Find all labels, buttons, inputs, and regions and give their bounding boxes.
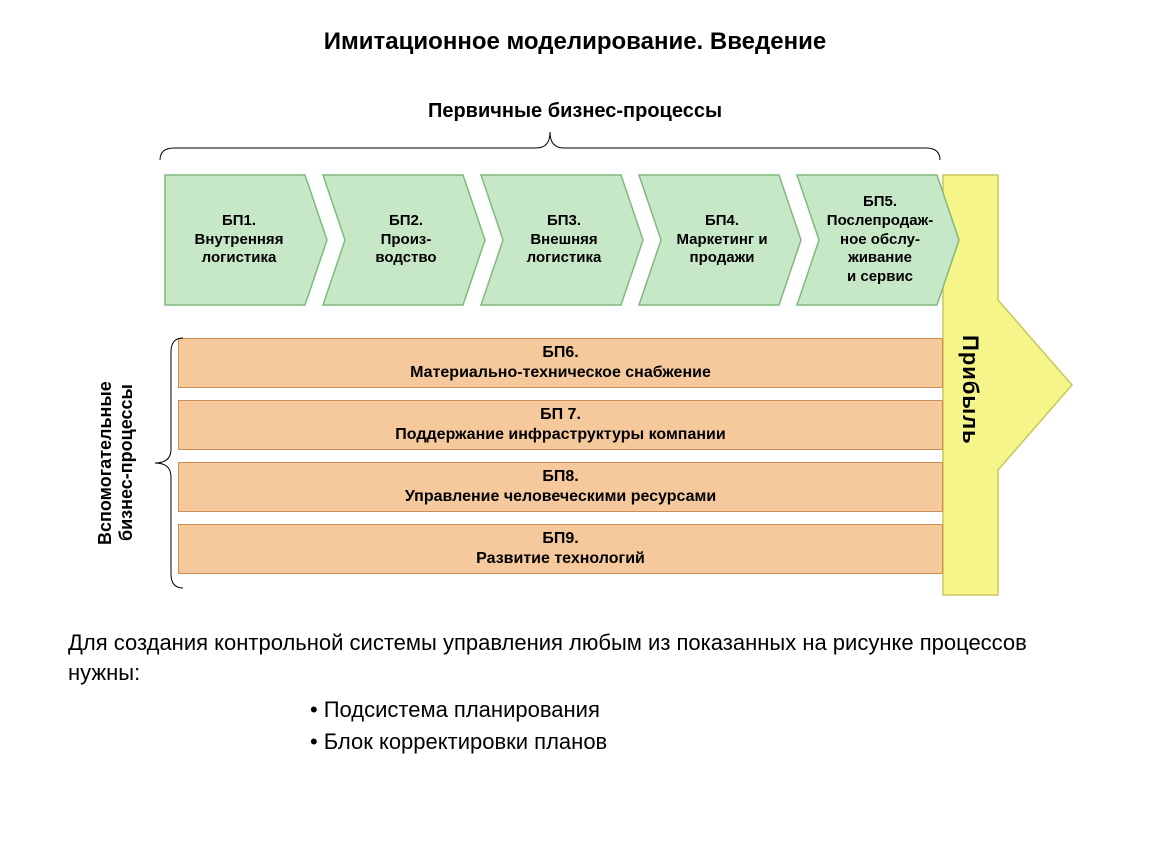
primary-chevron-label: БП2.Произ-водство: [347, 175, 465, 305]
support-bar: БП6.Материально-техническое снабжение: [178, 338, 943, 388]
support-bar-code: БП8.: [542, 467, 578, 487]
support-bar-code: БП6.: [542, 343, 578, 363]
support-bar: БП 7.Поддержание инфраструктуры компании: [178, 400, 943, 450]
left-bracket-icon: [155, 338, 189, 588]
support-bar-label: Управление человеческими ресурсами: [405, 487, 716, 507]
description-paragraph: Для создания контрольной системы управле…: [68, 628, 1078, 687]
primary-chevron: БП1.Внутренняя логистика: [165, 175, 327, 305]
primary-chevron-label: БП3.Внешняялогистика: [505, 175, 623, 305]
primary-chevron: БП5.Послепродаж-ное обслу-живаниеи серви…: [797, 175, 959, 305]
support-bar-label: Поддержание инфраструктуры компании: [395, 425, 725, 445]
primary-chevron-label: БП1.Внутренняя логистика: [171, 175, 307, 305]
support-bar-label: Развитие технологий: [476, 549, 645, 569]
support-bar-label: Материально-техническое снабжение: [410, 363, 711, 383]
primary-chevron: БП4.Маркетинг и продажи: [639, 175, 801, 305]
primary-chevron-label: БП4.Маркетинг и продажи: [663, 175, 781, 305]
page: Имитационное моделирование. Введение Пер…: [0, 0, 1150, 864]
primary-chevron: БП2.Произ-водство: [323, 175, 485, 305]
bullet-item: Блок корректировки планов: [310, 726, 607, 758]
support-bar: БП8.Управление человеческими ресурсами: [178, 462, 943, 512]
support-bar-code: БП9.: [542, 529, 578, 549]
bullet-item: Подсистема планирования: [310, 694, 607, 726]
support-bar: БП9.Развитие технологий: [178, 524, 943, 574]
primary-chevron: БП3.Внешняялогистика: [481, 175, 643, 305]
support-processes-label: Вспомогательныебизнес-процессы: [95, 338, 137, 588]
profit-label: Прибыль: [957, 305, 983, 475]
primary-chevron-label: БП5.Послепродаж-ное обслу-живаниеи серви…: [821, 175, 939, 305]
bullet-list: Подсистема планированияБлок корректировк…: [310, 694, 607, 758]
support-bar-code: БП 7.: [540, 405, 581, 425]
